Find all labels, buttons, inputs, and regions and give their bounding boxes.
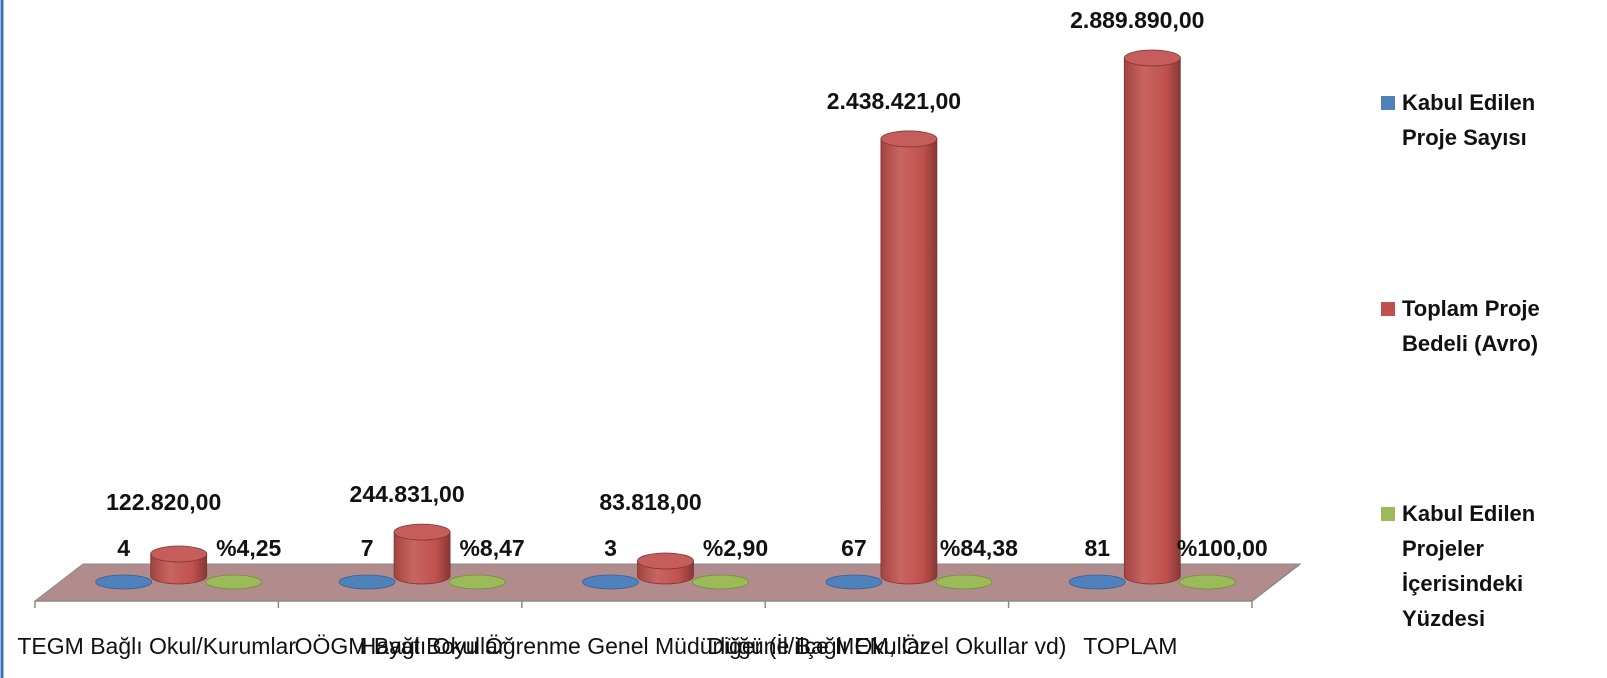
- legend-label: Bedeli (Avro): [1402, 331, 1538, 356]
- bar-total-cost: [393, 531, 451, 585]
- bar-total-cost-top: [1123, 49, 1181, 67]
- bar-project-count: [95, 574, 153, 590]
- legend-label: İçerisindeki: [1402, 571, 1523, 596]
- data-label-project-count: 81: [1085, 535, 1111, 561]
- bar-total-cost: [150, 553, 208, 585]
- legend-label: Toplam Proje: [1402, 296, 1540, 321]
- bar-project-count: [825, 574, 883, 590]
- bar-total-cost-top: [150, 545, 208, 563]
- legend-label: Kabul Edilen: [1402, 90, 1535, 115]
- legend-label: Kabul Edilen: [1402, 501, 1535, 526]
- bar-percentage: [1178, 574, 1236, 590]
- bar-percentage: [692, 574, 749, 590]
- bar-total-cost: [1123, 57, 1181, 585]
- bar-project-count: [338, 574, 396, 590]
- data-label-project-count: 4: [117, 535, 130, 561]
- data-label-total-cost: 122.820,00: [106, 489, 221, 515]
- x-tick-label: Hayat Boyu Öğrenme Genel Müdürlüğüne Bağ…: [360, 633, 928, 659]
- legend-swatch: [1381, 302, 1395, 316]
- data-label-percentage: %84,38: [940, 535, 1018, 561]
- legend-swatch: [1381, 507, 1395, 521]
- data-label-project-count: 3: [604, 535, 617, 561]
- bar-percentage: [448, 574, 506, 590]
- data-label-total-cost: 244.831,00: [350, 481, 465, 507]
- data-label-project-count: 7: [361, 535, 374, 561]
- data-label-total-cost: 83.818,00: [599, 489, 701, 515]
- data-label-percentage: %100,00: [1177, 535, 1268, 561]
- x-tick-label: TEGM Bağlı Okul/Kurumlar: [17, 633, 296, 659]
- legend-label: Proje Sayısı: [1402, 125, 1527, 150]
- data-label-percentage: %2,90: [703, 535, 768, 561]
- data-label-total-cost: 2.889.890,00: [1070, 7, 1204, 33]
- bar-project-count: [582, 574, 639, 590]
- bar-total-cost-top: [637, 552, 694, 570]
- x-tick-label: OÖGM Bağlı Okullar: [295, 633, 506, 659]
- data-label-percentage: %4,25: [216, 535, 281, 561]
- data-label-percentage: %8,47: [459, 535, 524, 561]
- data-label-project-count: 67: [841, 535, 867, 561]
- bar-percentage: [935, 574, 993, 590]
- bar-total-cost: [880, 138, 938, 585]
- bar-project-count: [1068, 574, 1126, 590]
- legend-label: Yüzdesi: [1402, 606, 1485, 631]
- legend-swatch: [1381, 96, 1395, 110]
- data-label-total-cost: 2.438.421,00: [827, 88, 961, 114]
- x-tick-label: TOPLAM: [1083, 633, 1177, 659]
- bar-total-cost-top: [393, 523, 451, 541]
- legend-label: Projeler: [1402, 536, 1484, 561]
- bar-total-cost-top: [880, 130, 938, 148]
- bar-percentage: [205, 574, 263, 590]
- x-axis-depth-line: [1251, 563, 1301, 602]
- x-tick-label: Diğer (İl/ilçe MEM, Özel Okullar vd): [707, 633, 1066, 659]
